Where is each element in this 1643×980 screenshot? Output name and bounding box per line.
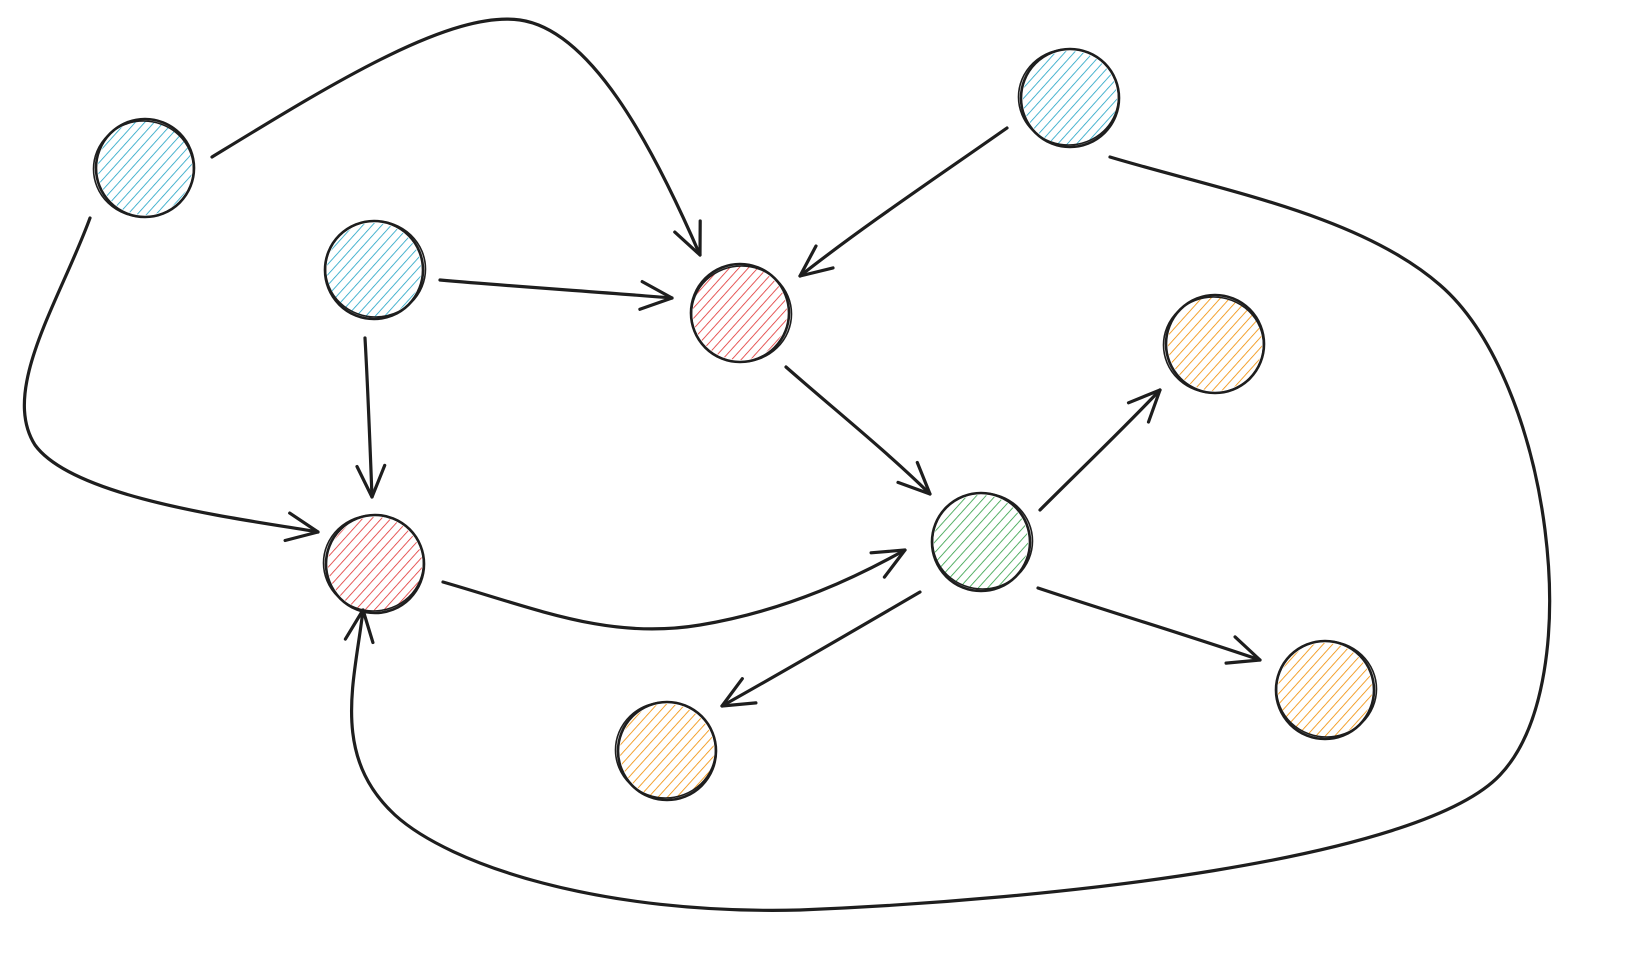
node-fill xyxy=(620,704,714,798)
edges-layer xyxy=(22,17,1552,912)
arrowhead xyxy=(869,548,907,579)
node-fill xyxy=(328,517,422,611)
edge-n6-n8 xyxy=(1036,586,1262,665)
node-n3-blue xyxy=(1017,47,1121,149)
edge-n5-n6 xyxy=(441,548,907,631)
arrowhead xyxy=(798,244,835,278)
node-fill xyxy=(327,223,421,317)
arrowhead xyxy=(638,280,674,311)
node-outline-sketch xyxy=(1017,48,1120,146)
node-n7-orange xyxy=(1162,293,1266,395)
node-n5-red xyxy=(322,513,426,615)
node-n8-orange xyxy=(1274,639,1378,741)
edge-line xyxy=(720,590,922,708)
edge-line xyxy=(363,336,374,499)
arrowhead xyxy=(283,511,320,543)
node-fill xyxy=(1023,51,1117,145)
edge-n2-n5 xyxy=(355,336,387,499)
node-outline-sketch xyxy=(324,220,427,318)
edge-line xyxy=(1036,586,1262,662)
node-outline-sketch xyxy=(614,701,717,799)
arrowhead xyxy=(673,219,702,257)
node-n4-red xyxy=(689,262,793,364)
node-fill xyxy=(693,266,787,360)
edge-n6-n9 xyxy=(720,590,922,708)
edge-line xyxy=(22,216,320,534)
node-fill xyxy=(1278,643,1372,737)
node-n6-green xyxy=(930,491,1034,593)
edge-n3-n4 xyxy=(798,126,1009,278)
node-outline-sketch xyxy=(1275,640,1378,738)
node-n2-blue xyxy=(323,219,427,321)
edge-line xyxy=(210,17,702,257)
arrowhead xyxy=(1126,388,1162,424)
arrowhead xyxy=(355,463,387,499)
arrowhead xyxy=(896,460,932,496)
node-outline-sketch xyxy=(690,265,793,363)
node-outline-sketch xyxy=(1162,296,1265,394)
arrowhead xyxy=(720,677,758,708)
edge-n6-n7 xyxy=(1038,388,1162,512)
node-fill xyxy=(1168,297,1262,391)
edge-n2-n4 xyxy=(438,278,674,311)
node-fill xyxy=(934,495,1028,589)
edge-line xyxy=(798,126,1009,278)
nodes-layer xyxy=(92,47,1378,802)
node-n9-orange xyxy=(614,700,718,802)
node-outline-sketch xyxy=(322,514,425,612)
node-outline-sketch xyxy=(92,120,195,218)
node-outline-sketch xyxy=(931,492,1034,590)
node-n1-blue xyxy=(92,117,196,219)
edge-n4-n6 xyxy=(784,365,932,496)
edge-n1-n5 xyxy=(22,216,320,543)
edge-line xyxy=(350,155,1552,912)
arrowhead xyxy=(1224,635,1262,665)
node-fill xyxy=(98,121,192,215)
edge-line xyxy=(438,278,674,300)
edge-line xyxy=(784,365,932,496)
edge-n1-n4 xyxy=(210,17,702,257)
edge-line xyxy=(1038,388,1162,512)
edge-line xyxy=(441,548,907,631)
